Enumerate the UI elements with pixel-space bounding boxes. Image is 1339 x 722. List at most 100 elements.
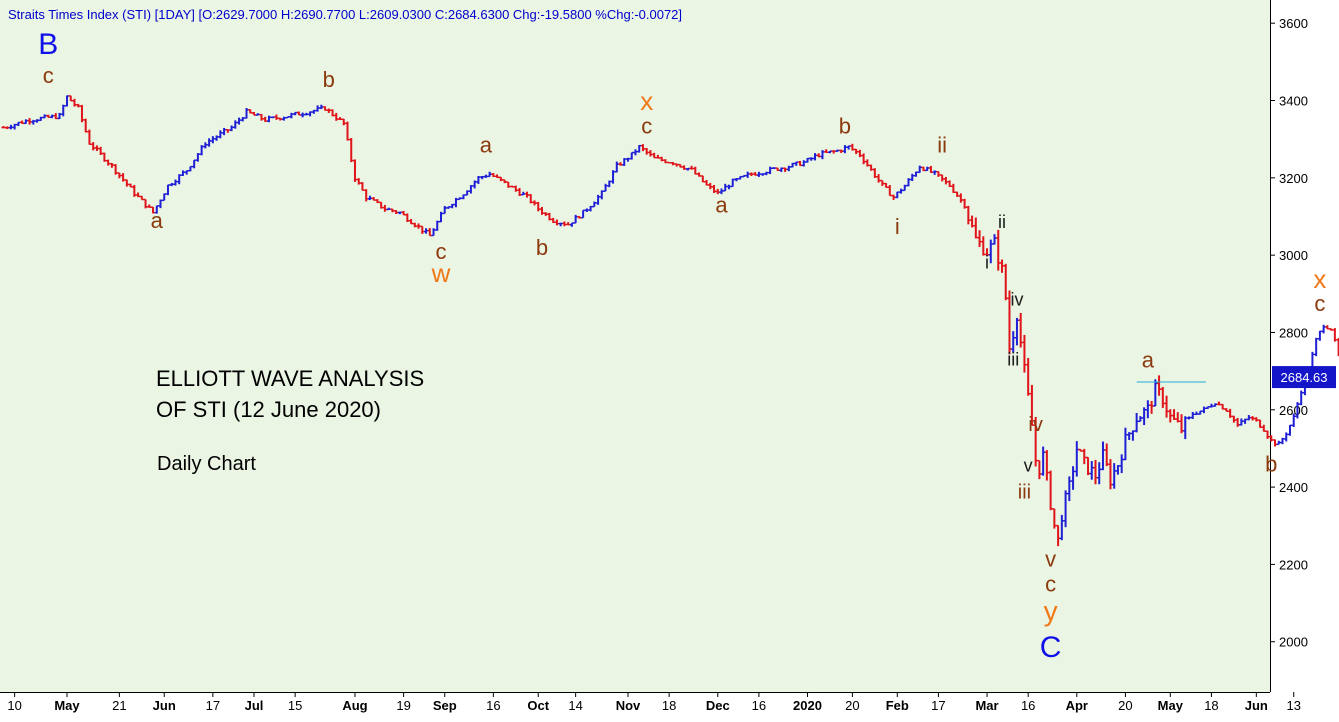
ohlc-bar	[27, 118, 32, 125]
ohlc-bar	[136, 192, 141, 198]
ohlc-bar	[274, 114, 279, 120]
ohlc-bar	[165, 184, 170, 196]
ohlc-bar	[884, 182, 889, 188]
ohlc-bar	[685, 167, 690, 171]
ohlc-bar	[412, 222, 417, 228]
ohlc-bar	[427, 228, 432, 237]
ohlc-bar	[637, 144, 642, 153]
y-tick-label: 3600	[1279, 16, 1308, 31]
ohlc-bar	[596, 194, 601, 205]
wave-label: a	[1142, 347, 1155, 372]
ohlc-bar	[1179, 414, 1184, 434]
ohlc-bar	[371, 197, 376, 201]
x-tick-label: Feb	[886, 698, 909, 713]
y-tick-label: 2800	[1279, 325, 1308, 340]
ohlc-bar	[790, 162, 795, 168]
ohlc-bar	[551, 217, 556, 224]
ohlc-bar	[622, 158, 627, 166]
ohlc-bar	[801, 160, 806, 167]
ohlc-bar	[151, 206, 156, 214]
x-tick-label: Jun	[153, 698, 176, 713]
ohlc-bar	[435, 220, 440, 231]
ohlc-bar	[409, 219, 414, 225]
ohlc-bar	[483, 174, 488, 178]
ohlc-bar	[72, 98, 77, 107]
ohlc-bar	[1, 126, 6, 129]
ohlc-bar	[502, 179, 507, 184]
wave-label: c	[43, 63, 54, 88]
ohlc-bar	[244, 108, 249, 119]
ohlc-bar	[1157, 375, 1162, 396]
ohlc-bar	[162, 193, 167, 202]
ohlc-bar	[992, 234, 997, 245]
ohlc-bar	[566, 222, 571, 226]
ohlc-bar	[229, 125, 234, 132]
ohlc-bar	[1329, 328, 1334, 331]
ohlc-bar	[1239, 418, 1244, 426]
ohlc-bar	[240, 117, 245, 122]
ohlc-bar	[1284, 432, 1289, 442]
ohlc-bar	[259, 113, 264, 121]
ohlc-bar	[510, 185, 515, 188]
ohlc-bar	[1052, 508, 1057, 529]
ohlc-bar	[139, 195, 144, 201]
ohlc-bar	[1059, 514, 1064, 541]
ohlc-bar	[405, 213, 410, 223]
ohlc-bar	[65, 95, 69, 107]
ohlc-bar	[943, 176, 948, 185]
ohlc-bar	[124, 179, 129, 187]
ohlc-bar	[334, 112, 339, 121]
ohlc-bar	[367, 195, 372, 201]
x-tick-label: Aug	[342, 698, 367, 713]
wave-label: v	[1024, 456, 1033, 476]
ohlc-bar	[521, 191, 526, 196]
ohlc-bar	[573, 214, 578, 224]
ohlc-bar	[674, 163, 679, 167]
wave-label: c	[641, 113, 652, 138]
ohlc-bar	[281, 116, 286, 121]
ohlc-bar	[233, 120, 238, 129]
ohlc-bar	[1216, 401, 1221, 406]
ohlc-bar	[214, 135, 219, 141]
ohlc-bar	[83, 118, 88, 133]
ohlc-bar	[525, 191, 530, 198]
x-tick-label: 17	[206, 698, 220, 713]
ohlc-bar	[20, 120, 25, 125]
ohlc-bar	[1280, 437, 1285, 445]
x-tick-label: Jul	[245, 698, 264, 713]
y-tick-label: 3400	[1279, 94, 1308, 109]
ohlc-bar	[554, 219, 559, 226]
overlays	[1136, 381, 1206, 383]
wave-label: iii	[1007, 349, 1019, 369]
ohlc-bar	[693, 166, 698, 175]
ohlc-bar	[659, 156, 664, 162]
ohlc-bar	[1250, 416, 1255, 421]
ohlc-bar	[872, 168, 877, 178]
ohlc-bar	[457, 197, 462, 201]
ohlc-bar	[655, 154, 660, 159]
ohlc-bar	[850, 143, 855, 151]
ohlc-bar	[678, 163, 683, 168]
ohlc-bar	[981, 236, 986, 256]
ohlc-bar	[1261, 424, 1266, 432]
ohlc-bar	[798, 160, 803, 167]
ohlc-bar	[113, 164, 118, 175]
ohlc-bar	[1332, 328, 1337, 342]
ohlc-bar	[1138, 416, 1143, 423]
ohlc-bar	[857, 149, 862, 158]
wave-label: b	[1265, 452, 1277, 477]
ohlc-bar	[584, 208, 589, 213]
x-tick-label: Apr	[1066, 698, 1088, 713]
ohlc-bar	[1134, 412, 1139, 433]
ohlc-bar	[970, 215, 975, 228]
ohlc-bar	[1175, 412, 1180, 423]
ohlc-bar	[375, 199, 380, 204]
ohlc-bar	[652, 152, 657, 159]
ohlc-bar	[225, 128, 230, 133]
ohlc-bar	[775, 167, 780, 172]
ohlc-bar	[1074, 441, 1079, 477]
ohlc-bar	[1011, 331, 1016, 353]
ohlc-bar	[543, 212, 548, 216]
chart-title: Straits Times Index (STI) [1DAY] [O:2629…	[8, 7, 682, 22]
x-tick-label: 13	[1286, 698, 1300, 713]
